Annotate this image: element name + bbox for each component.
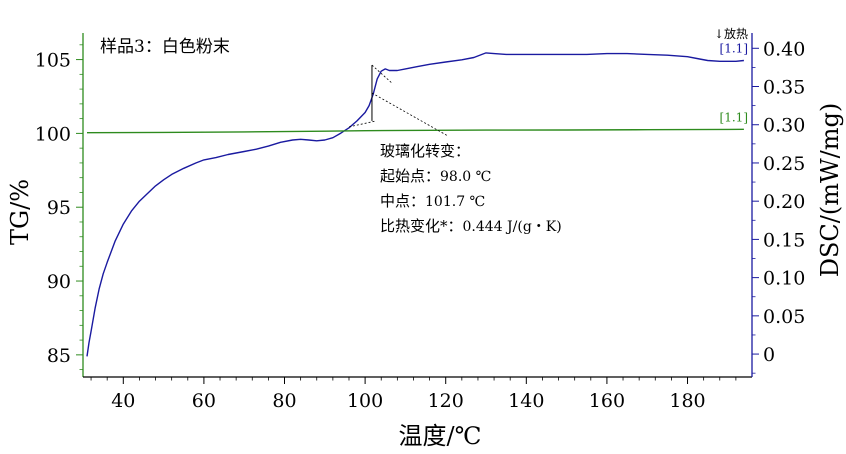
tick-marks bbox=[76, 44, 759, 384]
y-left-tick-label: 85 bbox=[47, 345, 71, 367]
x-tick-label: 40 bbox=[111, 390, 135, 412]
x-tick-label: 140 bbox=[508, 390, 544, 412]
y-right-tick-label: 0.35 bbox=[763, 77, 805, 99]
x-tick-label: 100 bbox=[347, 390, 383, 412]
y-right-tick-label: 0.05 bbox=[763, 306, 805, 328]
y-right-tick-label: 0.10 bbox=[763, 268, 805, 290]
x-tick-label: 80 bbox=[272, 390, 296, 412]
x-tick-label: 180 bbox=[669, 390, 705, 412]
x-axis-title: 温度/℃ bbox=[399, 422, 482, 450]
annotation-line-value: 0.444 J/(g・K) bbox=[463, 219, 562, 235]
annotation-line-value: 101.7 ℃ bbox=[425, 194, 485, 210]
y-right-tick-label: 0.40 bbox=[763, 38, 805, 60]
dsc-end-label: [1.1] bbox=[720, 42, 748, 56]
x-tick-label: 160 bbox=[589, 390, 625, 412]
annotation-line-value: 98.0 ℃ bbox=[440, 169, 491, 185]
y-left-tick-label: 105 bbox=[35, 50, 71, 72]
plot-frame bbox=[82, 33, 753, 378]
onset-tangent bbox=[348, 120, 377, 128]
annotation-line: 比热变化*：0.444 J/(g・K) bbox=[380, 217, 562, 235]
tg-end-label: [1.1] bbox=[720, 110, 748, 124]
exo-label: ↓放热 bbox=[714, 26, 748, 41]
annotation-line-label: 起始点： bbox=[380, 167, 440, 185]
y-right-tick-label: 0.30 bbox=[763, 115, 805, 137]
annotation-line: 中点：101.7 ℃ bbox=[380, 192, 485, 210]
y-axis-title-left: TG/% bbox=[6, 179, 34, 245]
y-right-tick-label: 0.20 bbox=[763, 191, 805, 213]
x-tick-label: 60 bbox=[192, 390, 216, 412]
dsc-curve bbox=[86, 52, 744, 357]
annotation-title: 玻璃化转变： bbox=[380, 142, 470, 160]
y-right-tick-label: 0.25 bbox=[763, 153, 805, 175]
y-axis-title-right: DSC/(mW/mg) bbox=[816, 103, 844, 278]
y-right-tick-label: 0.15 bbox=[763, 229, 805, 251]
glass-transition-annotation: 玻璃化转变： 起始点：98.0 ℃ 中点：101.7 ℃ 比热变化*：0.444 J/… bbox=[348, 64, 562, 235]
annotation-line-label: 比热变化*： bbox=[380, 217, 463, 235]
y-right-tick-label: 0 bbox=[763, 344, 775, 366]
x-tick-label: 120 bbox=[428, 390, 464, 412]
y-left-tick-label: 90 bbox=[47, 271, 71, 293]
step-tangent bbox=[371, 64, 393, 84]
tick-labels: 40 60 80 100 120 140 160 180 85 90 95 100 105 0 0.05 0.… bbox=[35, 38, 806, 412]
series-lines: [1.1] [1.1] bbox=[86, 42, 748, 357]
annotation-line: 起始点：98.0 ℃ bbox=[380, 167, 491, 185]
leader-line bbox=[371, 92, 449, 137]
annotation-line-label: 中点： bbox=[380, 192, 425, 210]
tg-curve bbox=[86, 128, 744, 134]
sample-label: 样品3：白色粉末 bbox=[100, 37, 230, 57]
y-left-tick-label: 100 bbox=[35, 123, 71, 145]
y-left-tick-label: 95 bbox=[47, 197, 71, 219]
